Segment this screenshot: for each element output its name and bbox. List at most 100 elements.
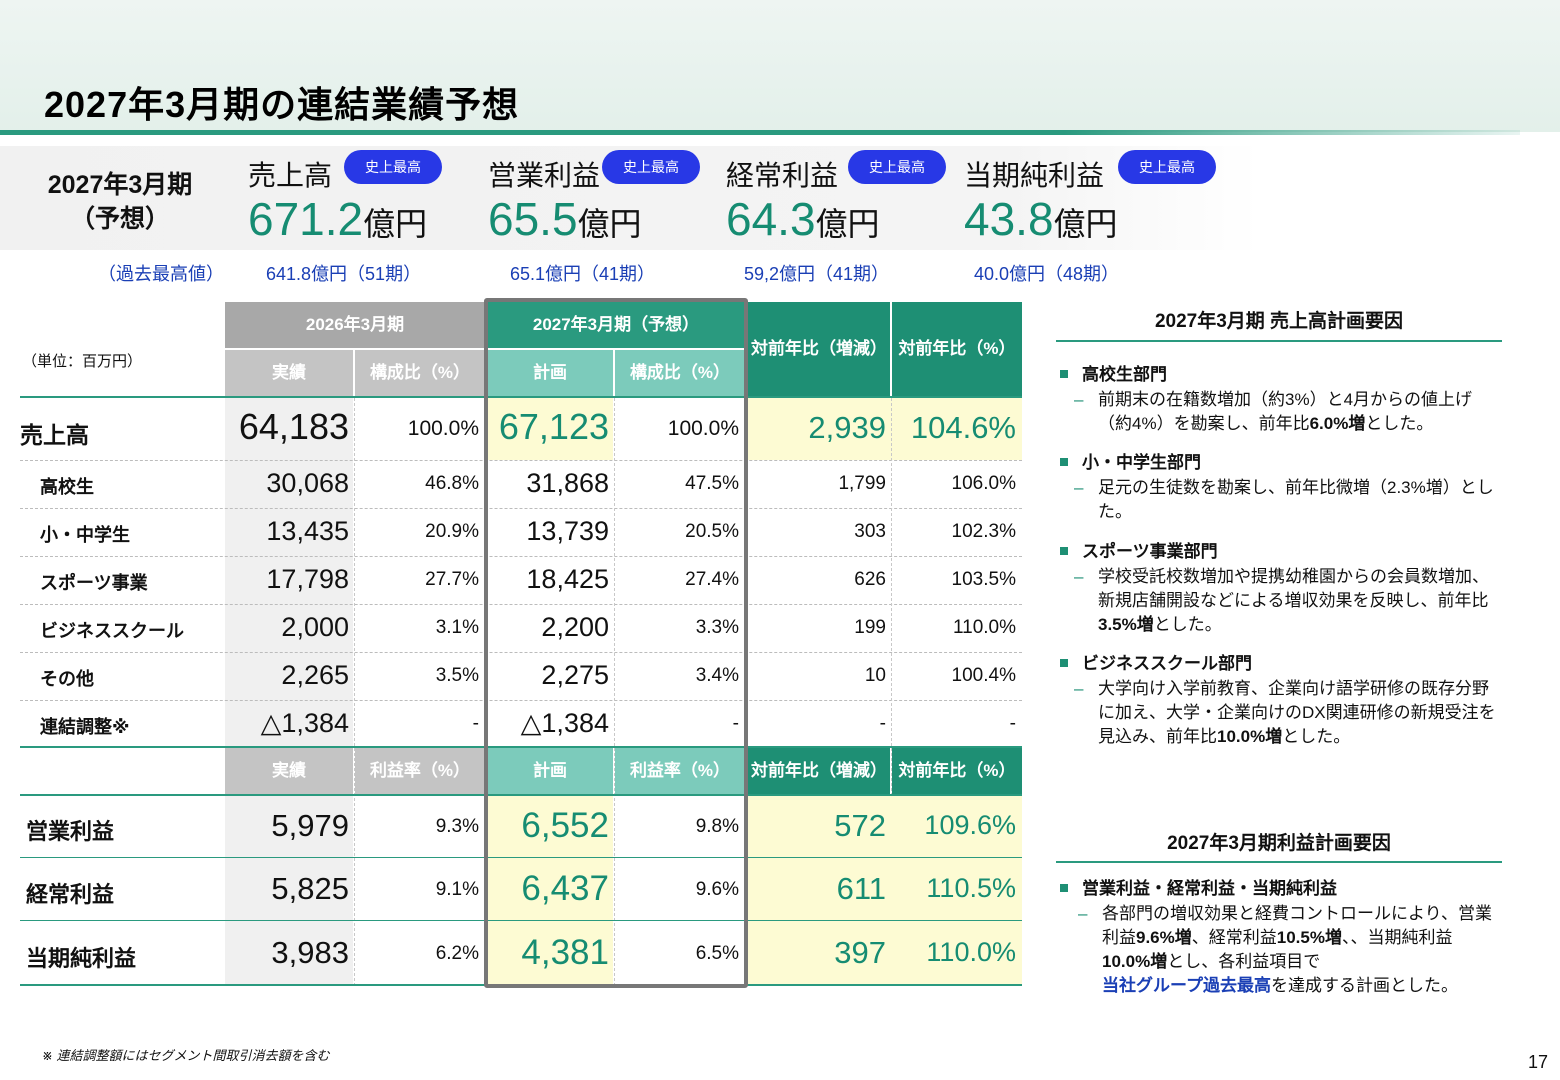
cell-plan-ratio: 9.8% <box>695 816 739 837</box>
cell-actual: 13,435 <box>266 516 349 546</box>
cell-ratio: 100.0% <box>407 417 479 440</box>
metric-unit: 億円 <box>1053 206 1118 242</box>
profit-text-1: 各部門の増収効果と経費コントロールにより、営業利益 <box>1102 904 1492 947</box>
bullet-square-icon <box>1060 457 1068 466</box>
cell-diff: 572 <box>834 808 886 843</box>
profit-text-5: を達成する計画とした。 <box>1270 976 1458 995</box>
cell-ratio: 3.1% <box>435 617 479 638</box>
row-label-adjustment: 連結調整※ <box>40 717 130 737</box>
cell-pct: 100.4% <box>951 665 1016 686</box>
header-plan: 計画 <box>487 350 613 396</box>
metric-number: 671.2 <box>248 193 364 245</box>
record-badge: 史上最高 <box>602 150 700 184</box>
section-heading: 小・中学生部門 <box>1060 448 1201 473</box>
cell-diff: 397 <box>834 935 886 970</box>
profit-bold-3: 10.0%増 <box>1102 952 1168 971</box>
cell-pct: 103.5% <box>951 569 1016 590</box>
summary-period: 2027年3月期 （予想） <box>30 168 210 236</box>
header-actual: 実績 <box>225 748 353 794</box>
table-rule <box>20 794 1022 796</box>
profit-text-4: とし、各利益項目で <box>1167 952 1321 971</box>
row-label-other: その他 <box>40 669 94 689</box>
record-badge: 史上最高 <box>1118 150 1216 184</box>
cell-diff: 1,799 <box>838 473 886 494</box>
profit-factors-title: 2027年3月期利益計画要因 <box>1167 833 1391 854</box>
metric-label: 売上高 <box>248 160 333 191</box>
row-label-junior: 小・中学生 <box>40 525 130 545</box>
page-title: 2027年3月期の連結業績予想 <box>44 84 520 125</box>
row-divider <box>20 508 1022 509</box>
plan-highlight-bg <box>487 796 613 984</box>
page-number: 17 <box>1528 1052 1549 1072</box>
cell-plan-ratio: 100.0% <box>667 417 739 440</box>
header-plan: 計画 <box>487 748 613 794</box>
cell-actual: 2,000 <box>281 612 349 642</box>
header-band <box>0 0 1560 132</box>
cell-plan: 6,552 <box>521 806 609 845</box>
section-heading-text: 営業利益・経常利益・当期純利益 <box>1082 879 1337 898</box>
cell-actual: △1,384 <box>260 708 349 738</box>
cell-plan: 4,381 <box>521 933 609 972</box>
cell-pct: 106.0% <box>951 473 1016 494</box>
unit-note: （単位：百万円） <box>22 353 143 370</box>
cell-ratio: 3.5% <box>435 665 479 686</box>
cell-diff: 626 <box>854 569 886 590</box>
metric-number: 65.5 <box>488 193 578 245</box>
prev-record-label: （過去最高値） <box>98 264 224 284</box>
bullet-square-icon <box>1060 546 1068 555</box>
cell-actual: 64,183 <box>238 406 349 447</box>
metric-value: 65.5億円 <box>488 192 642 246</box>
dash-icon: – <box>1074 390 1084 409</box>
cell-ratio: 9.1% <box>435 879 479 900</box>
cell-plan-ratio: 27.4% <box>685 569 739 590</box>
cell-plan: 2,275 <box>541 660 609 690</box>
record-badge: 史上最高 <box>344 150 442 184</box>
metric-unit: 億円 <box>815 206 880 242</box>
section-heading-text: ビジネススクール部門 <box>1082 654 1252 673</box>
column-divider <box>891 398 892 986</box>
row-divider <box>20 460 1022 461</box>
section-heading-text: 小・中学生部門 <box>1082 453 1201 472</box>
profit-text-3: 、、当期純利益 <box>1341 928 1453 947</box>
cell-plan-ratio: 3.3% <box>695 617 739 638</box>
actual-column-bg <box>225 796 353 984</box>
section-text-b: とした。 <box>1153 615 1222 634</box>
section-text: – 大学向け入学前教育、企業向け語学研修の既存分野に加え、大学・企業向けのDX関連… <box>1074 677 1498 749</box>
row-divider <box>20 700 1022 701</box>
cell-actual: 17,798 <box>266 564 349 594</box>
metric-unit: 億円 <box>363 206 428 242</box>
cell-plan: △1,384 <box>520 708 609 738</box>
cell-plan: 18,425 <box>526 564 609 594</box>
section-text-a: 大学向け入学前教育、企業向け語学研修の既存分野に加え、大学・企業向けのDX関連研… <box>1098 679 1496 746</box>
cell-actual: 5,825 <box>271 871 349 906</box>
cell-actual: 2,265 <box>281 660 349 690</box>
cell-diff: 2,939 <box>808 410 886 445</box>
section-text: – 足元の生徒数を勘案し、前年比微増（2.3%増）とした。 <box>1074 476 1498 524</box>
record-badge: 史上最高 <box>848 150 946 184</box>
section-text-a: 前期末の在籍数増加（約3%）と4月からの値上げ（約4%）を勘案し、前年比 <box>1098 390 1473 433</box>
section-heading: 営業利益・経常利益・当期純利益 <box>1060 874 1337 899</box>
metric-label: 営業利益 <box>488 160 601 191</box>
cell-actual: 5,979 <box>271 808 349 843</box>
profit-factors-rule <box>1056 861 1502 863</box>
row-divider <box>20 652 1022 653</box>
actual-column-bg <box>225 398 353 746</box>
section-text: – 前期末の在籍数増加（約3%）と4月からの値上げ（約4%）を勘案し、前年比6.0… <box>1074 388 1498 436</box>
header-ratio: 構成比（%） <box>355 350 485 396</box>
bullet-square-icon <box>1060 883 1068 892</box>
dash-icon: – <box>1078 904 1088 923</box>
cell-ratio: 20.9% <box>425 521 479 542</box>
cell-plan-ratio: 6.5% <box>695 943 739 964</box>
yoy-highlight-bg <box>748 398 1022 460</box>
cell-ratio: 27.7% <box>425 569 479 590</box>
cell-diff: 10 <box>864 665 886 686</box>
dash-icon: – <box>1074 567 1084 586</box>
footnote: ※ 連結調整額にはセグメント間取引消去額を含む <box>42 1048 330 1063</box>
cell-plan: 13,739 <box>526 516 609 546</box>
cell-plan: 67,123 <box>498 406 609 447</box>
cell-actual: 3,983 <box>271 935 349 970</box>
header-yoy-diff: 対前年比（増減） <box>748 748 890 794</box>
section-text-b: とした。 <box>1365 414 1434 433</box>
metric-value: 671.2億円 <box>248 192 427 246</box>
cell-plan-ratio: 3.4% <box>695 665 739 686</box>
